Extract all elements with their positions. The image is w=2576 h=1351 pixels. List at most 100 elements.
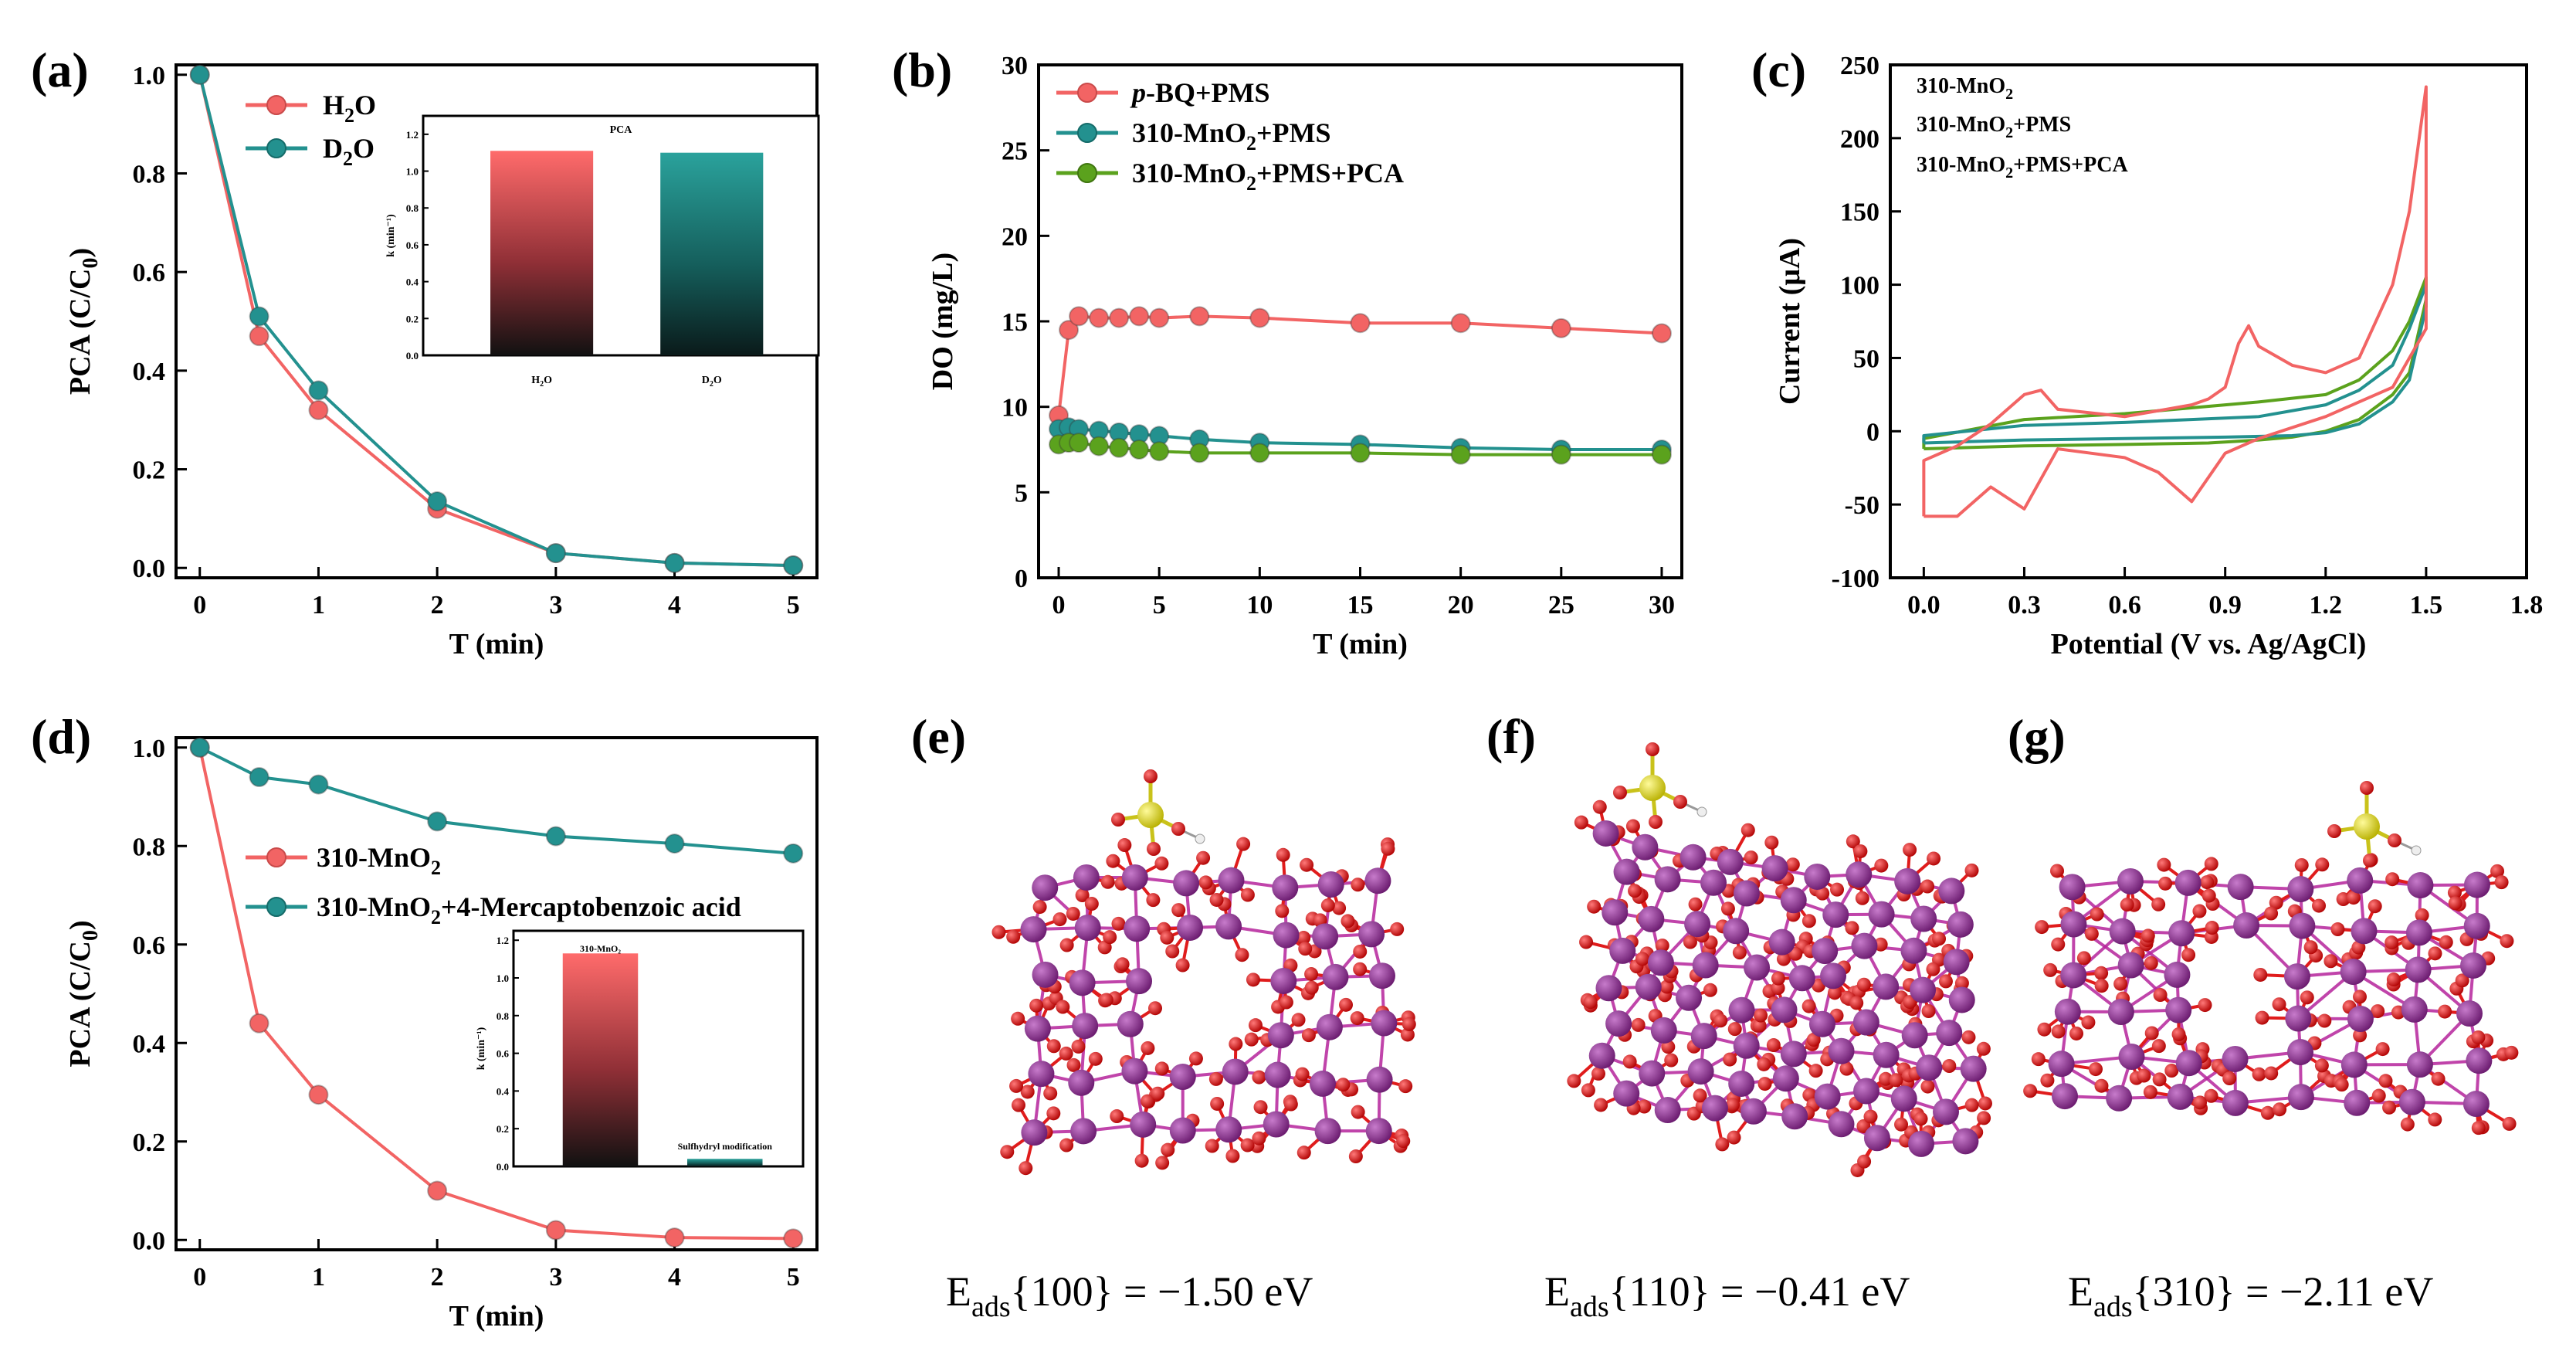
oxygen-atom	[1579, 935, 1594, 949]
manganese-atom	[2109, 918, 2136, 945]
legend-d-marker-2	[266, 897, 286, 917]
inset-y-tick-label-a: 1.2	[406, 129, 419, 141]
oxygen-atom	[1688, 897, 1703, 911]
oxygen-atom	[1830, 882, 1845, 897]
oxygen-atom	[2151, 897, 2166, 911]
oxygen-atom	[2317, 1013, 2332, 1028]
legend-a-label-1: H2O	[323, 90, 376, 127]
manganese-atom	[1639, 1060, 1666, 1087]
inset-y-label-d: k (min⁻¹)	[476, 1027, 487, 1070]
oxygen-atom	[1154, 1061, 1169, 1076]
y-tick-label-c: -100	[1832, 565, 1879, 593]
data-point-a-1	[664, 552, 685, 573]
manganese-atom	[2054, 998, 2081, 1025]
oxygen-atom	[2439, 935, 2453, 949]
data-point-d-0	[427, 1180, 448, 1201]
oxygen-atom	[2200, 875, 2215, 890]
y-axis-label-b: DO (mg/L)	[927, 253, 959, 390]
data-point-d-0	[783, 1228, 804, 1249]
y-tick-label-b: 25	[1002, 137, 1028, 166]
x-tick-label-a: 3	[549, 591, 562, 619]
manganese-atom	[1632, 833, 1659, 860]
manganese-atom	[1121, 1057, 1148, 1085]
oxygen-atom	[1839, 1061, 1854, 1076]
y-tick-label-b: 10	[1002, 394, 1028, 423]
oxygen-atom	[1874, 858, 1889, 873]
x-tick-label-c: 0.6	[2108, 591, 2141, 619]
y-tick-label-b: 15	[1002, 308, 1028, 337]
oxygen-atom	[2384, 935, 2399, 950]
y-label-main: PCA (C/C	[64, 269, 97, 395]
oxygen-atom	[1732, 945, 1747, 960]
oxygen-atom	[1664, 1053, 1679, 1068]
oxygen-atom	[2415, 908, 2429, 922]
oxygen-atom	[1713, 1013, 1728, 1028]
data-point-d-0	[249, 1013, 269, 1034]
manganese-atom	[2340, 959, 2367, 986]
manganese-atom	[1960, 1055, 1987, 1082]
oxygen-atom	[1209, 892, 1224, 907]
oxygen-atom	[2330, 922, 2345, 937]
chart-b: 0 5 10 15 20 25 30 0 5 10 15 20 25 30 T (min) DO (mg/L)	[927, 52, 1683, 660]
oxygen-atom	[1592, 799, 1607, 814]
manganese-atom	[1364, 867, 1391, 894]
oxygen-atom	[1703, 983, 1717, 997]
chart-c: 0.0 0.3 0.6 0.9 1.2 1.5 1.8 -100 -50 0 50 100 150 200…	[1774, 52, 2543, 660]
oxygen-atom	[2050, 864, 2065, 878]
adsorbate-oxygen-atom	[1673, 795, 1687, 809]
manganese-atom	[2227, 874, 2254, 901]
manganese-atom	[1312, 923, 1339, 950]
manganese-atom	[2106, 1085, 2133, 1112]
panel-label-f: (f)	[1486, 709, 1536, 764]
data-point-b-2	[1149, 441, 1170, 462]
manganese-atom	[1916, 1054, 1943, 1081]
oxygen-atom	[1046, 1106, 1061, 1121]
oxygen-atom	[2120, 898, 2134, 912]
sulfur-atom	[1639, 775, 1666, 801]
panel-label-c: (c)	[1751, 42, 1806, 97]
chart-d: 0 1 2 3 4 50.00.20.40.60.81.0T (min)PCA (C/C0…	[64, 735, 819, 1332]
manganese-atom	[1804, 863, 1831, 890]
oxygen-atom	[1348, 1149, 1363, 1164]
oxygen-atom	[2222, 1071, 2237, 1086]
data-point-a-1	[308, 380, 329, 401]
manganese-atom	[1676, 984, 1703, 1011]
oxygen-atom	[1011, 1011, 1025, 1026]
manganese-atom	[1069, 969, 1096, 996]
oxygen-atom	[1845, 921, 1859, 935]
inset-y-tick-label-a: 0.8	[406, 202, 419, 214]
manganese-atom	[1868, 901, 1895, 928]
oxygen-atom	[1304, 967, 1319, 982]
oxygen-atom	[1920, 879, 1935, 894]
manganese-atom	[1316, 1013, 1343, 1040]
oxygen-atom	[2192, 904, 2207, 918]
oxygen-atom	[1802, 999, 1816, 1013]
manganese-atom	[1771, 996, 1798, 1023]
data-point-b-0	[1149, 307, 1170, 328]
data-point-b-2	[1651, 444, 1672, 465]
oxygen-atom	[1032, 900, 1047, 915]
manganese-atom	[2118, 1044, 2145, 1071]
oxygen-atom	[1210, 1096, 1225, 1111]
inset-bar-d-1	[687, 1159, 763, 1166]
x-tick-label-c: 0.0	[1907, 591, 1940, 619]
manganese-atom	[1169, 1117, 1196, 1144]
x-tick-label-b: 20	[1448, 591, 1474, 619]
oxygen-atom	[1954, 976, 1969, 990]
oxygen-atom	[2323, 954, 2338, 969]
legend-d: 310-MnO2 310-MnO2+4-Mercaptobenzoic acid	[246, 842, 741, 928]
adsorbate-oxygen-atom	[1144, 769, 1158, 783]
oxygen-atom	[2428, 1112, 2442, 1127]
x-tick-label-d: 0	[193, 1263, 206, 1292]
x-tick-label-d: 3	[549, 1263, 562, 1292]
data-point-b-0	[1450, 313, 1471, 334]
oxygen-atom	[2273, 1102, 2287, 1117]
oxygen-atom	[2205, 921, 2219, 935]
manganese-atom	[1635, 973, 1662, 1000]
oxygen-atom	[1141, 1040, 1155, 1055]
manganese-atom	[1121, 864, 1148, 891]
data-point-a-1	[427, 491, 448, 512]
plot-frame-d	[175, 736, 819, 1251]
oxygen-atom	[1808, 1064, 1823, 1078]
